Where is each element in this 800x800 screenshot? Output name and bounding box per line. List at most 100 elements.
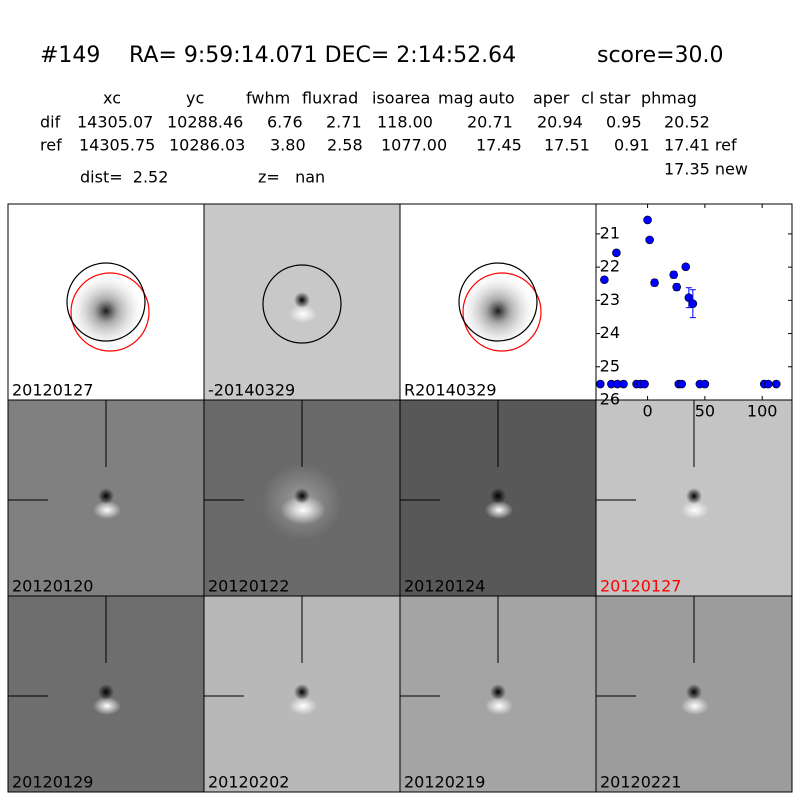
image-panel: 20120221 <box>595 595 793 793</box>
residual-light <box>93 697 121 715</box>
residual-light <box>485 501 513 519</box>
x-tick-label: 100 <box>747 402 778 421</box>
table-cell: 0.95 <box>606 113 642 132</box>
data-point <box>650 278 659 288</box>
column-header: fluxrad <box>302 89 358 108</box>
table-cell: 118.00 <box>377 113 433 132</box>
panel-label: 20120129 <box>12 773 93 792</box>
x-tick-label: 50 <box>695 402 715 421</box>
object-id: #149 <box>40 43 100 68</box>
residual-dark <box>98 488 114 504</box>
table-cell: 3.80 <box>270 136 306 155</box>
panel-label: 20120120 <box>12 577 93 596</box>
table-cell: 2.58 <box>327 136 363 155</box>
table-cell: 10288.46 <box>167 113 243 132</box>
residual-dark <box>294 292 310 308</box>
column-header: mag auto <box>438 89 515 108</box>
panel-label: 20120127 <box>600 577 681 596</box>
column-header: aper <box>533 89 570 108</box>
data-point <box>763 379 773 389</box>
coordinates: RA= 9:59:14.071 DEC= 2:14:52.64 <box>129 43 516 68</box>
panel-label: R20140329 <box>404 381 497 400</box>
residual-dark <box>686 488 702 504</box>
residual-light <box>681 501 709 519</box>
residual-light <box>280 495 326 525</box>
residual-dark <box>294 488 310 504</box>
y-tick-label: 25 <box>600 356 620 375</box>
image-panel: 20120219 <box>399 595 597 793</box>
redshift: z= nan <box>258 168 325 187</box>
image-panel: 20120122 <box>203 399 401 597</box>
panel-label: 20120122 <box>208 577 289 596</box>
data-point <box>669 270 679 280</box>
data-point <box>600 275 609 285</box>
image-panel: 20120124 <box>399 399 597 597</box>
table-cell: 20.71 <box>467 113 513 132</box>
row-label: dif <box>40 113 61 132</box>
column-header: yc <box>186 89 204 108</box>
residual-dark <box>686 684 702 700</box>
score: score=30.0 <box>597 43 724 68</box>
image-panel: 20120120 <box>7 399 205 597</box>
residual-dark <box>490 488 506 504</box>
column-header: cl star <box>581 89 631 108</box>
residual-light <box>485 697 513 715</box>
panel-label: -20140329 <box>208 381 295 400</box>
data-point <box>619 379 628 389</box>
image-panel: 20120127 <box>595 399 793 597</box>
column-header: isoarea <box>372 89 430 108</box>
table-cell: 17.45 <box>476 136 522 155</box>
table-cell: 14305.75 <box>79 136 155 155</box>
row-label: ref <box>40 136 62 155</box>
panel-label: 20120124 <box>404 577 485 596</box>
residual-dark <box>490 684 506 700</box>
table-cell: 17.51 <box>544 136 590 155</box>
image-panel: 20120202 <box>203 595 401 793</box>
data-point <box>596 379 605 389</box>
table-cell: 0.91 <box>614 136 650 155</box>
distance: dist= 2.52 <box>80 168 168 187</box>
data-point <box>688 299 698 308</box>
image-panel: R20140329 <box>399 203 597 401</box>
residual-light <box>289 697 317 715</box>
y-tick-label: 21 <box>600 223 620 242</box>
y-tick-label: 23 <box>600 290 620 309</box>
residual-dark <box>98 684 114 700</box>
image-panel: 20120129 <box>7 595 205 793</box>
data-point <box>681 262 691 272</box>
table-cell: 2.71 <box>326 113 362 132</box>
y-tick-label: 26 <box>600 390 620 409</box>
residual-light <box>93 501 121 519</box>
table-cell: 6.76 <box>267 113 303 132</box>
aperture-dif <box>262 264 342 344</box>
data-point <box>771 379 781 389</box>
data-point <box>672 282 681 292</box>
residual-light <box>289 305 317 323</box>
panel-frame <box>595 595 793 793</box>
data-point <box>643 215 652 225</box>
panel-label: 20120202 <box>208 773 289 792</box>
aperture-ref <box>70 272 150 352</box>
table-cell: 14305.07 <box>77 113 153 132</box>
column-header: xc <box>103 89 121 108</box>
table-note: 17.35 new <box>664 160 748 179</box>
panel-label: 20120127 <box>12 381 93 400</box>
aperture-dif <box>66 262 146 342</box>
image-panel: 20120127 <box>7 203 205 401</box>
table-cell: 10286.03 <box>169 136 245 155</box>
table-cell: 1077.00 <box>381 136 447 155</box>
table-cell: 20.94 <box>537 113 583 132</box>
y-tick-label: 24 <box>600 323 620 342</box>
panel-label: 20120219 <box>404 773 485 792</box>
panel-label: 20120221 <box>600 773 681 792</box>
image-panel: -20140329 <box>203 203 401 401</box>
table-cell: 20.52 <box>664 113 710 132</box>
column-header: fwhm <box>246 89 290 108</box>
column-header: phmag <box>641 89 697 108</box>
data-point <box>677 379 687 389</box>
data-point <box>645 235 654 245</box>
source-halo <box>458 271 538 351</box>
x-tick-label: 0 <box>642 402 652 421</box>
source-halo <box>66 271 146 351</box>
